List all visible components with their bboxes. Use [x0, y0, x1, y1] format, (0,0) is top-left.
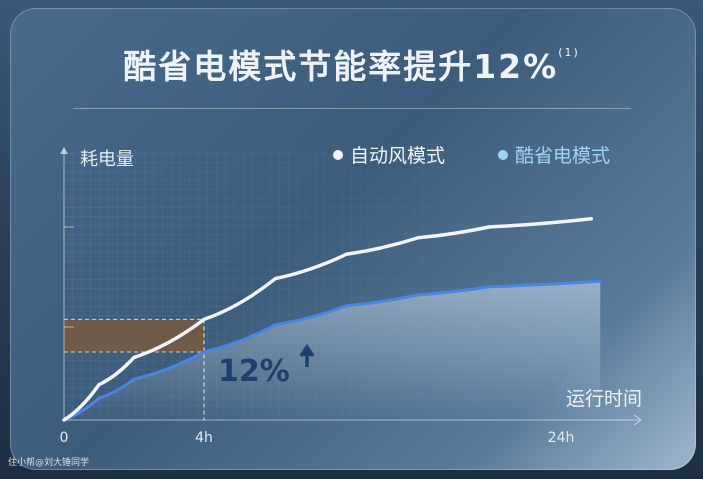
x-tick-label: 0 — [60, 430, 69, 446]
legend-marker-auto — [333, 150, 343, 160]
eco-area-glow — [64, 281, 601, 420]
annotation: 12% — [218, 343, 315, 389]
eco-mode-line — [62, 279, 602, 422]
x-axis-label: 运行时间 — [566, 388, 642, 410]
legend-label-eco: 酷省电模式 — [515, 145, 610, 167]
legend: 自动风模式 酷省电模式 — [333, 145, 610, 167]
x-axis-arrow-icon — [633, 414, 642, 426]
y-axis-arrow-icon — [60, 147, 68, 154]
auto-mode-line — [62, 216, 594, 422]
legend-label-auto: 自动风模式 — [350, 145, 445, 167]
watermark: 住小帮@刘大锤同学 — [8, 458, 90, 468]
x-tick-label: 4h — [195, 430, 213, 446]
legend-marker-eco — [498, 150, 508, 160]
title-footnote: (1) — [558, 46, 580, 59]
title-divider — [73, 108, 631, 109]
x-tick-label: 24h — [548, 430, 575, 446]
chart-title: 酷省电模式节能率提升12%(1) — [0, 40, 703, 88]
annotation-text: 12% — [218, 354, 290, 389]
y-axis-label: 耗电量 — [80, 149, 134, 170]
title-text: 酷省电模式节能率提升12% — [123, 47, 559, 86]
arrow-up-icon — [299, 343, 315, 367]
